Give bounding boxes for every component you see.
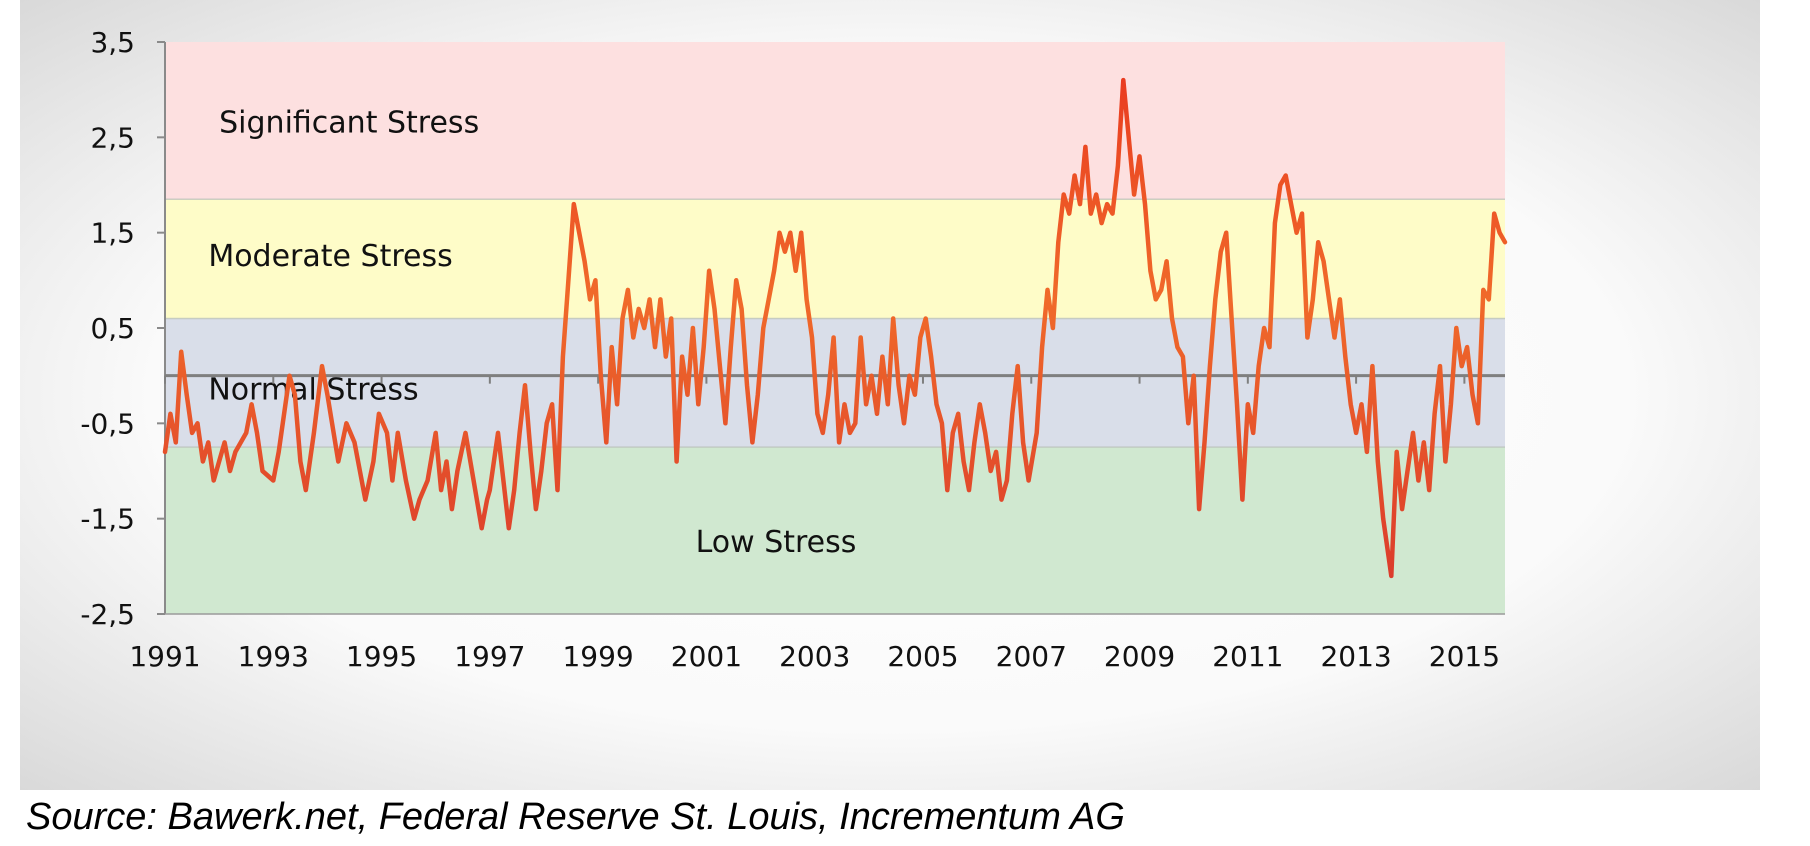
x-tick-label-12: 2015 [1429, 640, 1500, 673]
band-0 [165, 42, 1505, 200]
band-3 [165, 447, 1505, 614]
y-tick-label-3: 0,5 [90, 312, 135, 345]
x-tick-label-5: 2001 [671, 640, 742, 673]
x-tick-label-3: 1997 [454, 640, 525, 673]
x-tick-label-2: 1995 [346, 640, 417, 673]
y-tick-label-0: 3,5 [90, 26, 135, 59]
x-tick-label-10: 2011 [1212, 640, 1283, 673]
y-tick-label-2: 1,5 [90, 217, 135, 250]
stress-index-chart: Significant Stress Moderate Stress Normal … [80, 26, 1508, 673]
band-label-1: Moderate Stress [208, 239, 452, 274]
x-tick-label-11: 2013 [1320, 640, 1391, 673]
series-line-0 [162, 77, 1508, 579]
band-label-2: Normal Stress [208, 373, 418, 408]
y-tick-label-4: -0,5 [80, 407, 135, 440]
band-labels: Significant Stress Moderate Stress Normal … [208, 106, 856, 560]
source-note: Source: Bawerk.net, Federal Reserve St. … [26, 796, 1125, 838]
x-tick-label-6: 2003 [779, 640, 850, 673]
x-tick-label-9: 2009 [1104, 640, 1175, 673]
x-tick-label-7: 2005 [887, 640, 958, 673]
x-tick-label-4: 1999 [562, 640, 633, 673]
y-tick-label-6: -2,5 [80, 598, 135, 631]
band-1 [165, 199, 1505, 319]
stress-bands [165, 42, 1505, 614]
y-tick-label-1: 2,5 [90, 121, 135, 154]
series-lines [162, 77, 1508, 579]
x-tick-label-0: 1991 [129, 640, 200, 673]
band-label-0: Significant Stress [219, 106, 479, 141]
band-label-3: Low Stress [696, 525, 857, 560]
y-tick-label-5: -1,5 [80, 503, 135, 536]
chart-frame: Significant Stress Moderate Stress Normal … [20, 0, 1760, 790]
x-tick-label-8: 2007 [996, 640, 1067, 673]
x-tick-label-1: 1993 [238, 640, 309, 673]
